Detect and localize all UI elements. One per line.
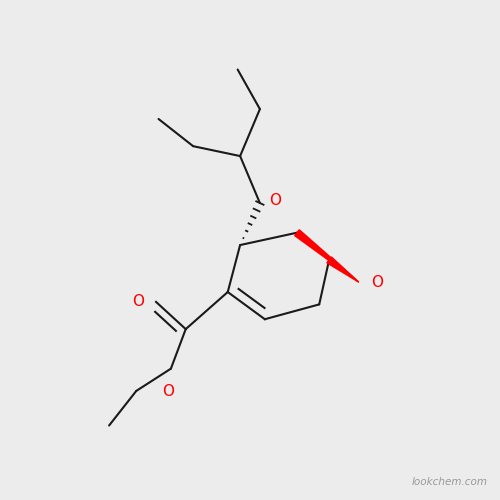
Polygon shape — [294, 230, 359, 282]
Text: O: O — [269, 193, 281, 208]
Text: O: O — [132, 294, 143, 310]
Text: O: O — [371, 274, 383, 289]
Polygon shape — [327, 257, 359, 282]
Text: lookchem.com: lookchem.com — [412, 478, 488, 488]
Text: O: O — [162, 384, 174, 398]
